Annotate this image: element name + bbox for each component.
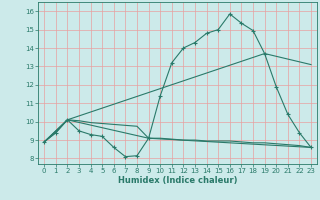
- X-axis label: Humidex (Indice chaleur): Humidex (Indice chaleur): [118, 176, 237, 185]
